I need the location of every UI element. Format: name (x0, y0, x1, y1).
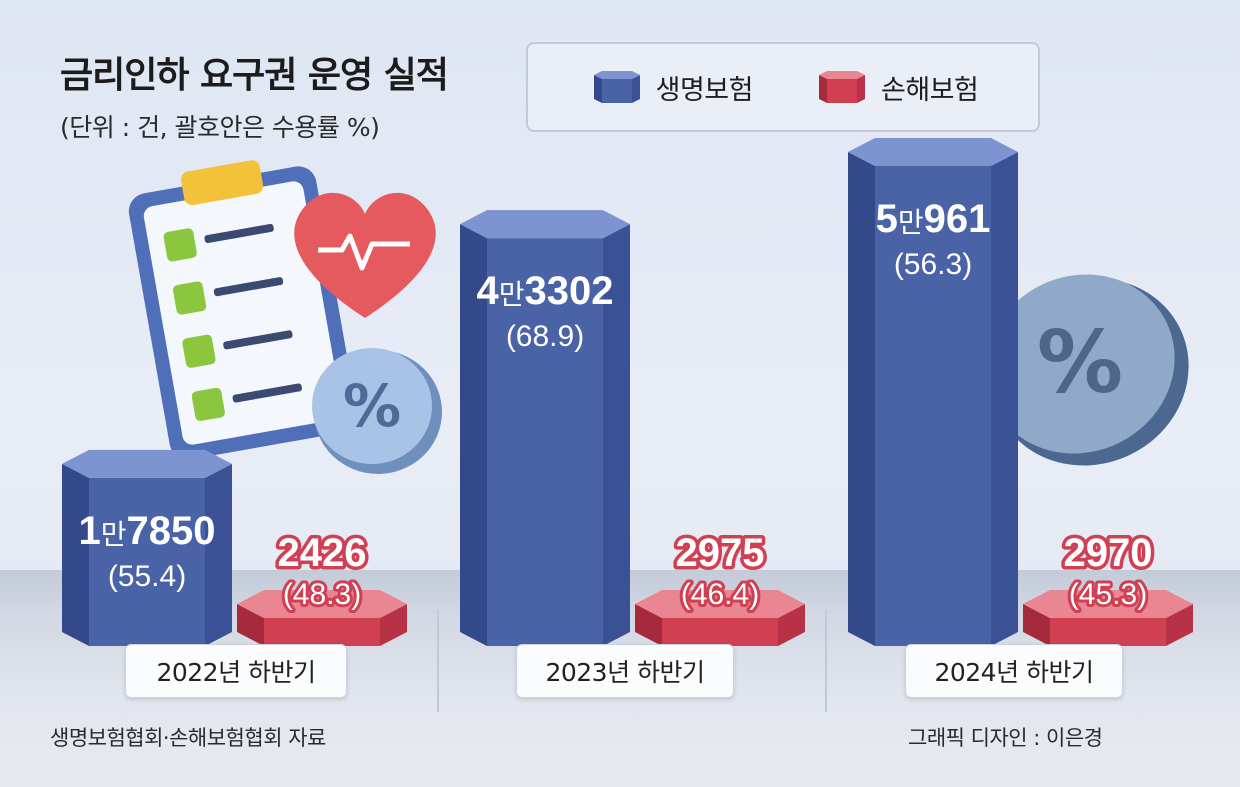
bar-life (848, 138, 1018, 646)
bar-life (62, 449, 232, 646)
bar-value-label: 1만7850 (79, 509, 216, 553)
bar-rate-label: (55.4) (108, 560, 186, 593)
svg-text:%: % (343, 372, 401, 440)
source-note: 생명보험협회·손해보험협회 자료 (50, 726, 326, 750)
legend: 생명보험 손해보험 (526, 42, 1040, 132)
bar-value-label: 2426 (278, 531, 367, 575)
bar-nonlife (1023, 590, 1193, 646)
bar-rate-label: (45.3) (1069, 578, 1147, 611)
legend-label-nonlife: 손해보험 (881, 74, 979, 106)
bar-value-label: 2975 (676, 531, 765, 575)
chart-subtitle: (단위 : 건, 괄호안은 수용률 %) (60, 113, 380, 142)
bar-value-label: 4만3302 (477, 269, 614, 313)
chart-title: 금리인하 요구권 운영 실적 (60, 55, 449, 96)
bar-nonlife (635, 589, 805, 646)
category-label: 2023년 하반기 (516, 644, 734, 698)
percent-coin-large-icon: % (985, 274, 1189, 466)
bar-rate-label: (56.3) (894, 248, 972, 281)
svg-text:%: % (1037, 313, 1123, 413)
legend-swatch-nonlife (819, 71, 865, 103)
bar-nonlife (237, 590, 407, 646)
bar-value-label: 5만961 (876, 197, 991, 241)
percent-coin-icon: % (312, 348, 442, 474)
heart-icon (294, 192, 436, 318)
bar-rate-label: (46.4) (681, 578, 759, 611)
legend-item-life: 생명보험 (588, 68, 754, 107)
legend-label-life: 생명보험 (655, 74, 754, 106)
category-label: 2022년 하반기 (125, 644, 347, 698)
legend-swatch-life (593, 71, 640, 103)
legend-item-nonlife: 손해보험 (813, 68, 979, 107)
bar-life (460, 210, 630, 646)
credit-note: 그래픽 디자인 : 이은경 (908, 726, 1103, 750)
category-label: 2024년 하반기 (905, 644, 1123, 698)
bar-value-label: 2970 (1064, 531, 1153, 575)
bar-rate-label: (68.9) (506, 320, 584, 353)
bar-rate-label: (48.3) (283, 578, 361, 611)
